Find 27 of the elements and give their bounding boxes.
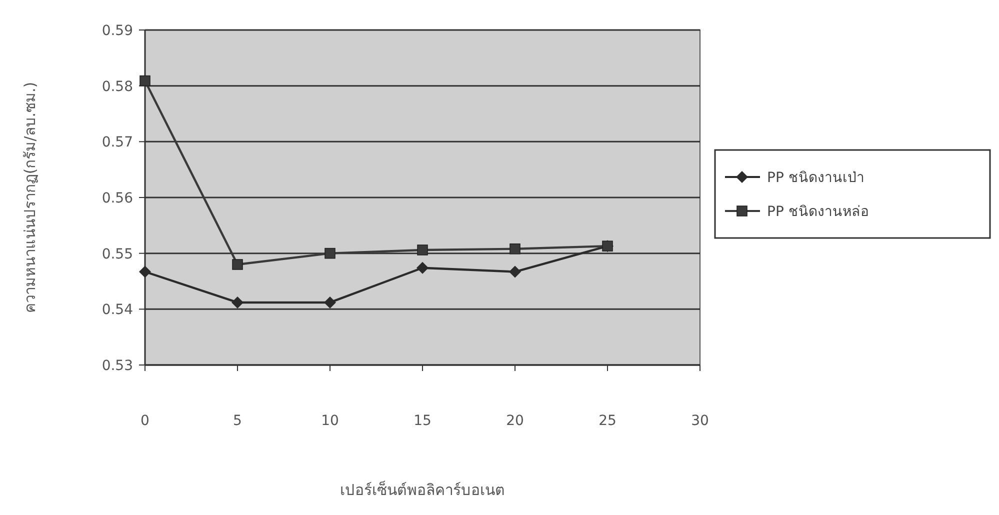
point [324, 296, 336, 308]
x-tick-label: 10 [321, 413, 339, 429]
point [509, 266, 521, 278]
point [139, 266, 151, 278]
x-tick-label: 0 [140, 413, 150, 429]
x-tick-label: 5 [233, 413, 242, 429]
point [417, 244, 428, 256]
y-tick-label: 0.59 [102, 23, 133, 39]
y-axis-title: ความหนาแน่นปรากฏ(กรัม/ลบ.ซม.) [21, 82, 39, 314]
y-tick-label: 0.55 [102, 246, 133, 262]
y-tick-label: 0.53 [102, 358, 133, 374]
point [232, 259, 243, 270]
legend-label: PP ชนิดงานเป่า [767, 170, 864, 186]
x-tick-label: 15 [414, 413, 432, 429]
legend-label: PP ชนิดงานหล่อ [767, 204, 868, 220]
x-tick-label: 30 [691, 413, 709, 429]
y-tick-label: 0.56 [102, 190, 134, 206]
x-tick-label: 25 [598, 413, 616, 429]
y-tick-label: 0.57 [102, 134, 133, 151]
point [324, 248, 336, 259]
x-axis-title: เปอร์เซ็นต์พอลิคาร์บอเนต [340, 480, 505, 499]
point [416, 262, 428, 274]
point [510, 243, 520, 254]
y-tick-label: 0.54 [102, 302, 134, 318]
point [232, 296, 244, 308]
x-tick-label: 20 [506, 413, 524, 429]
y-tick-label: 0.58 [102, 78, 133, 95]
